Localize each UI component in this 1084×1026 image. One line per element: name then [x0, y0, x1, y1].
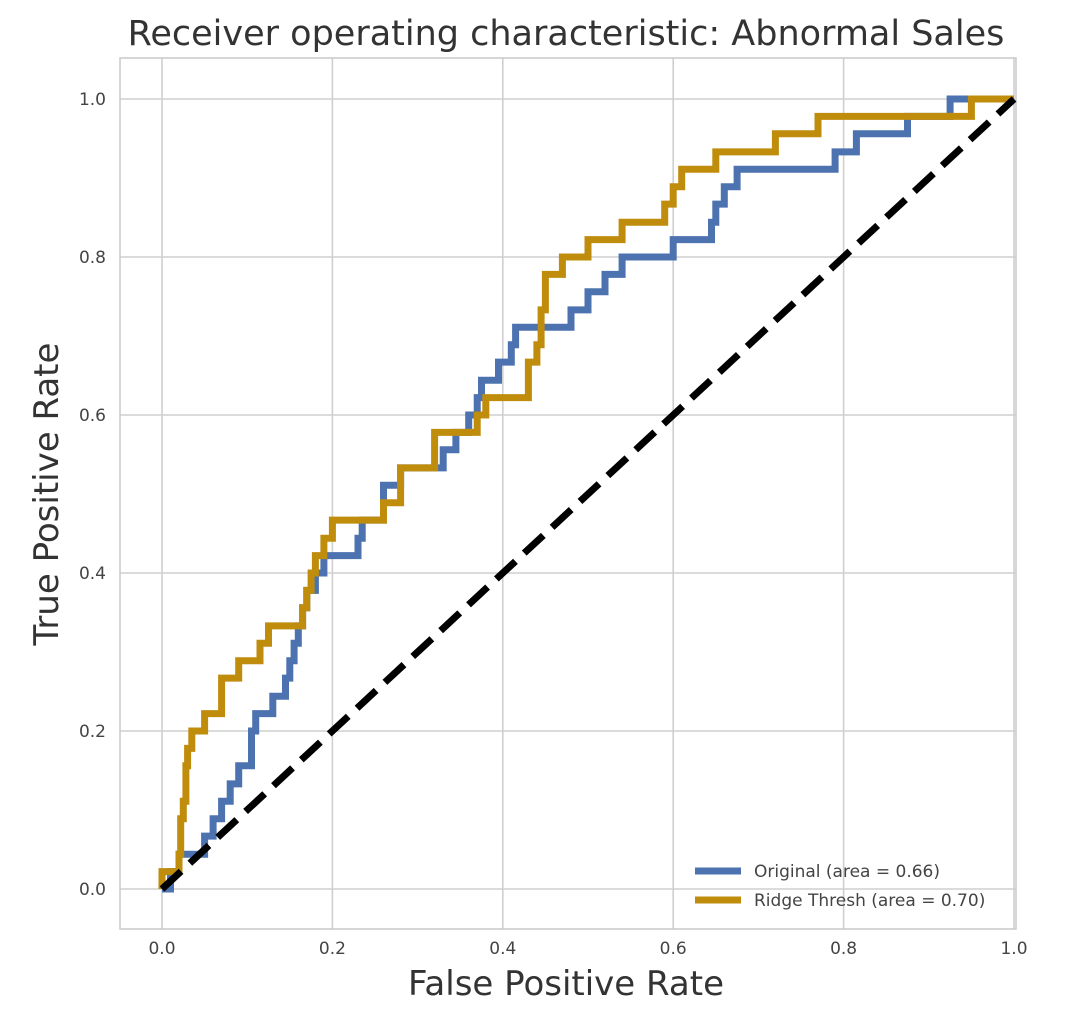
- x-tick-label: 1.0: [1000, 939, 1027, 959]
- series-layer: [158, 95, 1017, 893]
- x-axis-label: False Positive Rate: [408, 964, 724, 1004]
- plot-frame: [119, 57, 1017, 930]
- y-axis-label: True Positive Rate: [27, 343, 67, 647]
- legend: Original (area = 0.66) Ridge Thresh (area…: [695, 862, 985, 911]
- legend-label: Ridge Thresh (area = 0.70): [754, 891, 985, 911]
- x-tick-label: 0.6: [660, 939, 687, 959]
- y-tick-label: 0.6: [79, 406, 106, 426]
- x-tick-label: 0.8: [830, 939, 857, 959]
- series-line-2: [158, 95, 1014, 889]
- chart-title: Receiver operating characteristic: Abnor…: [128, 14, 1005, 54]
- y-tick-label: 0.0: [79, 880, 106, 900]
- y-tick-label: 1.0: [79, 90, 106, 110]
- x-tick-label: 0.0: [148, 939, 175, 959]
- x-tick-label: 0.2: [319, 939, 346, 959]
- grid: [120, 58, 1016, 929]
- chance-diagonal-line: [159, 96, 1017, 892]
- y-tick-label: 0.4: [79, 564, 106, 584]
- legend-label: Original (area = 0.66): [754, 862, 940, 882]
- tick-labels: 0.0 0.2 0.4 0.6 0.8 1.0 0.0 0.2 0.4 0.6 0.8 1.0: [79, 90, 1028, 959]
- x-tick-label: 0.4: [489, 939, 516, 959]
- y-tick-label: 0.2: [79, 722, 106, 742]
- y-tick-label: 0.8: [79, 248, 106, 268]
